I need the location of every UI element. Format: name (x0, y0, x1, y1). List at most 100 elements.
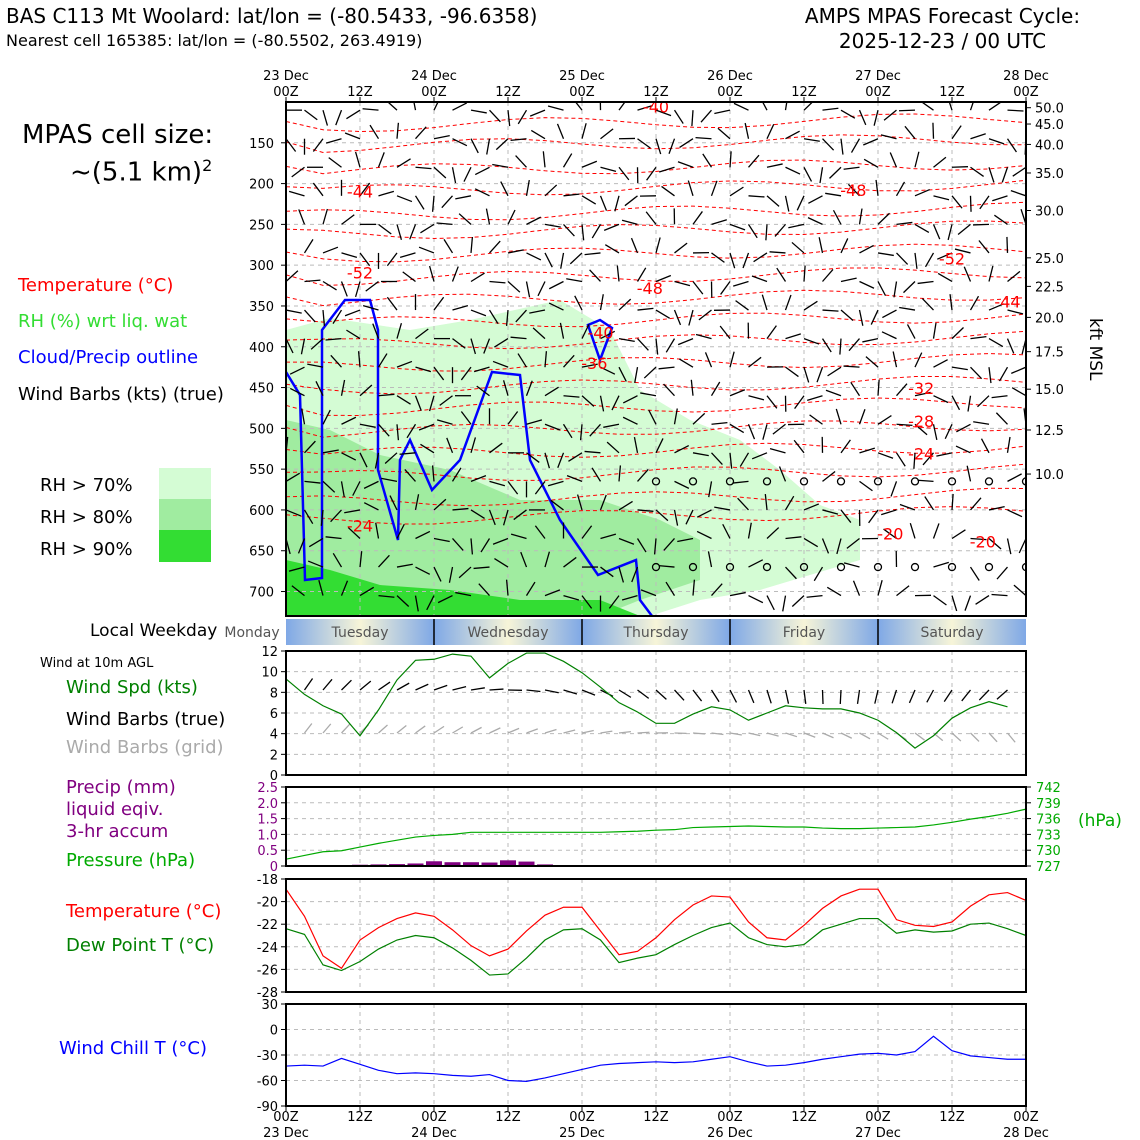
weekday-band (434, 619, 582, 645)
wind-barb (677, 338, 694, 346)
true-wind-barb (489, 688, 504, 691)
wind-barb (913, 452, 916, 469)
wind-barb (431, 465, 435, 482)
wind-barb (286, 367, 287, 369)
true-wind-barb (655, 689, 667, 700)
wind-barb (700, 109, 712, 123)
wind-barb (881, 509, 897, 516)
wind-barb (998, 366, 1009, 382)
wind-barb (452, 138, 468, 147)
calm-circle (725, 562, 735, 572)
wind-barb (988, 138, 1005, 145)
wind-barb (840, 509, 852, 523)
temperature-contour (286, 134, 1026, 153)
wind-barb (415, 166, 432, 170)
precip-bar (444, 862, 461, 866)
y-tick-label: 2 (270, 748, 278, 763)
wind-barb (396, 195, 413, 203)
wind-barb (406, 423, 417, 439)
wind-barb (322, 309, 326, 327)
wind-barb (289, 387, 305, 397)
wind-barb (674, 480, 690, 489)
wind-barb (899, 503, 916, 511)
wind-barb (735, 300, 749, 311)
wind-barb (581, 224, 585, 241)
wind-barb (616, 265, 620, 282)
wind-barb (286, 223, 287, 225)
wind-barb (344, 309, 361, 317)
pressure-tick-label: 600 (249, 504, 274, 519)
wind-barb (591, 224, 602, 239)
wind-barb (618, 337, 635, 343)
pressure-tick-label: 730 (1036, 844, 1061, 859)
kft-tick-label: 20.0 (1035, 311, 1064, 326)
wind-barb (914, 423, 928, 436)
temperature-contour (286, 420, 1026, 438)
wind-barb (517, 109, 528, 125)
pressure-tick-label: 400 (249, 341, 274, 356)
wind-barb (714, 506, 731, 511)
wind-barb (748, 595, 764, 604)
wind-barb (936, 452, 953, 457)
bottom-hour-label: 00Z (569, 1110, 595, 1125)
wind-barb (322, 449, 339, 454)
true-wind-barb (415, 683, 429, 691)
wind-barb (584, 450, 601, 454)
wind-barb (289, 366, 305, 375)
temp-contour-label: -20 (877, 524, 903, 543)
wind-barb (340, 379, 346, 396)
wind-barb (386, 102, 398, 111)
wind-barb (806, 594, 823, 598)
wind-barb (933, 595, 947, 606)
wind-barb (576, 494, 583, 511)
wind-barb (330, 354, 342, 368)
true-wind-barb (322, 678, 333, 691)
wind-barb (883, 528, 897, 540)
wind-barb (895, 452, 906, 467)
wind-barb (341, 214, 355, 225)
wind-barb (899, 306, 916, 311)
temp-contour-label: -44 (994, 293, 1020, 312)
wind-barb (633, 436, 639, 453)
wind-barb (898, 109, 916, 112)
legend-wind-chill: Wind Chill T (°C) (59, 1038, 207, 1059)
wind-barb (674, 280, 691, 287)
y-tick-label: 6 (270, 707, 278, 722)
wind-barb (600, 330, 616, 340)
wind-barb (485, 208, 491, 225)
wind-barb (286, 338, 294, 354)
wind-barb (858, 409, 866, 425)
wind-barb (896, 383, 908, 397)
temp-contour-label: -48 (840, 181, 866, 200)
wind-barb (778, 466, 787, 482)
wind-barb (1006, 538, 1012, 555)
grid-wind-barb (785, 732, 798, 738)
wind-barb (637, 138, 651, 149)
wind-barb (500, 181, 509, 197)
wind-barb (917, 479, 934, 483)
wind-barb (696, 530, 712, 540)
wind-chill-line (285, 1035, 1026, 1082)
wind-barb (433, 537, 450, 543)
y-tick-label: 2.0 (257, 797, 278, 812)
wind-barb (729, 452, 733, 469)
grid-wind-barb (1006, 732, 1016, 743)
wind-barb (803, 503, 820, 511)
forecast-cycle-line2: 2025-12-23 / 00 UTC (838, 29, 1047, 53)
wind-barb (574, 102, 583, 111)
wind-barb (415, 126, 427, 140)
panel-frame (285, 650, 1027, 776)
wind-barb (821, 338, 832, 353)
pressure-axis-label: (hPa) (1078, 811, 1122, 831)
wind-barb (414, 494, 420, 511)
wind-barb (818, 237, 824, 254)
precip-bar (463, 862, 479, 866)
y-tick-label: -22 (257, 918, 278, 933)
wind-barb (330, 509, 342, 523)
temperature-contour (286, 376, 1026, 395)
weekday-label: Local Weekday (90, 621, 218, 641)
wind-barb (310, 338, 324, 350)
wind-barb (924, 252, 935, 268)
wind-barb (969, 295, 980, 311)
wind-barb (369, 124, 380, 140)
